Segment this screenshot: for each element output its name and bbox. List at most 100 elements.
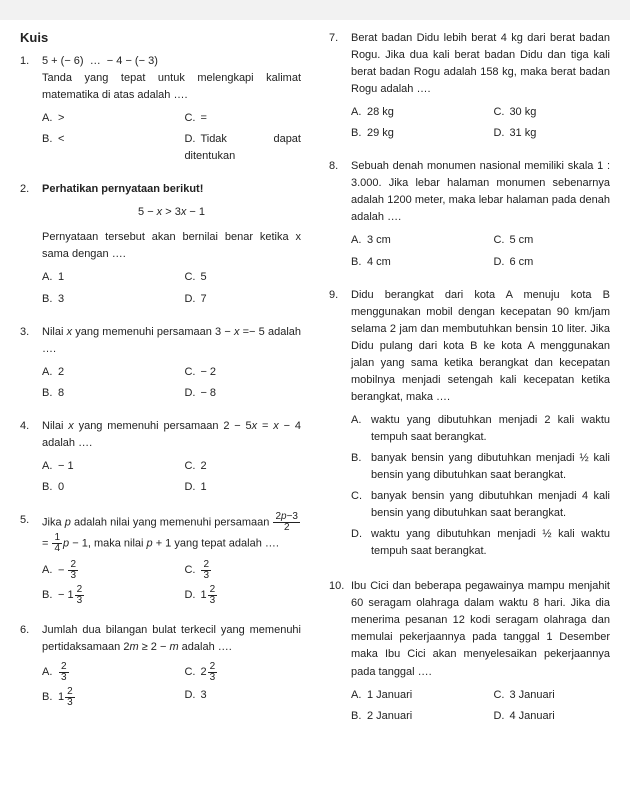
option: D.31 kg <box>493 125 610 142</box>
question-stem: Sebuah denah monumen nasional memiliki s… <box>351 158 610 226</box>
option: A.1 Januari <box>351 687 493 704</box>
question-body: Jumlah dua bilangan bulat terkecil yang … <box>42 622 301 710</box>
equation: 5 − x > 3x − 1 <box>42 204 301 221</box>
option: A.− 1 <box>42 458 184 475</box>
option: D.Tidak dapat ditentukan <box>184 131 301 165</box>
top-bar <box>0 0 630 20</box>
question-number: 1. <box>20 53 42 167</box>
question-number: 9. <box>329 287 351 565</box>
question-body: Berat badan Didu lebih berat 4 kg dari b… <box>351 30 610 144</box>
question-body: 5 + (− 6) … − 4 − (− 3)Tanda yang tepat … <box>42 53 301 167</box>
option-row: B.3D.7 <box>42 291 301 310</box>
question-body: Perhatikan pernyataan berikut! 5 − x > 3x… <box>42 181 301 309</box>
option: A.1 <box>42 269 184 286</box>
question-number: 10. <box>329 578 351 726</box>
option: A.28 kg <box>351 104 493 121</box>
option: C.5 <box>184 269 301 286</box>
option-row: A.− 1C.2 <box>42 458 301 477</box>
question: 2.Perhatikan pernyataan berikut! 5 − x > … <box>20 181 301 309</box>
option: C.2 <box>184 458 301 475</box>
option-list: A.waktu yang dibutuhkan menjadi 2 kali w… <box>351 412 610 560</box>
question-body: Nilai x yang memenuhi persamaan 2 − 5x =… <box>42 418 301 498</box>
option: D.7 <box>184 291 301 308</box>
option: A.− 23 <box>42 560 184 581</box>
question-number: 7. <box>329 30 351 144</box>
option-row: A.28 kgC.30 kg <box>351 104 610 123</box>
question-number: 4. <box>20 418 42 498</box>
option: B.− 123 <box>42 585 184 606</box>
question: 6.Jumlah dua bilangan bulat terkecil yan… <box>20 622 301 710</box>
right-column: 7.Berat badan Didu lebih berat 4 kg dari… <box>329 30 610 741</box>
option-row: A.2C.− 2 <box>42 364 301 383</box>
question-stem: Jumlah dua bilangan bulat terkecil yang … <box>42 622 301 656</box>
option-row: B.0D.1 <box>42 479 301 498</box>
question-stem: 5 + (− 6) … − 4 − (− 3)Tanda yang tepat … <box>42 53 301 104</box>
question-body: Didu berangkat dari kota A menuju kota B… <box>351 287 610 565</box>
question-body: Ibu Cici dan beberapa pegawainya mampu m… <box>351 578 610 726</box>
option-row: A.3 cmC.5 cm <box>351 232 610 251</box>
option-row: A.>C.= <box>42 110 301 129</box>
question-stem: Jika p adalah nilai yang memenuhi persam… <box>42 512 301 554</box>
question-stem: Pernyataan tersebut akan bernilai benar … <box>42 229 301 263</box>
question-body: Nilai x yang memenuhi persamaan 3 − x =−… <box>42 324 301 404</box>
left-column: Kuis 1.5 + (− 6) … − 4 − (− 3)Tanda yang… <box>20 30 301 741</box>
option: D.3 <box>184 687 301 708</box>
quiz-title: Kuis <box>20 30 301 45</box>
question-number: 5. <box>20 512 42 608</box>
option: A.2 <box>42 364 184 381</box>
option: B.< <box>42 131 184 165</box>
option: C.23 <box>184 560 301 581</box>
question: 7.Berat badan Didu lebih berat 4 kg dari… <box>329 30 610 144</box>
question-number: 8. <box>329 158 351 272</box>
option: A.23 <box>42 662 184 683</box>
question-number: 3. <box>20 324 42 404</box>
option: B.0 <box>42 479 184 496</box>
option: C.30 kg <box>493 104 610 121</box>
question-stem: Didu berangkat dari kota A menuju kota B… <box>351 287 610 406</box>
option: C.banyak bensin yang dibutuhkan menjadi … <box>351 488 610 522</box>
option: B.123 <box>42 687 184 708</box>
option: C.223 <box>184 662 301 683</box>
option-row: A.1 JanuariC.3 Januari <box>351 687 610 706</box>
option: D.waktu yang dibutuhkan menjadi ½ kali w… <box>351 526 610 560</box>
question-stem: Nilai x yang memenuhi persamaan 3 − x =−… <box>42 324 301 358</box>
option: D.123 <box>184 585 301 606</box>
question-stem: Berat badan Didu lebih berat 4 kg dari b… <box>351 30 610 98</box>
option: B.4 cm <box>351 254 493 271</box>
quiz-page: Kuis 1.5 + (− 6) … − 4 − (− 3)Tanda yang… <box>0 20 630 761</box>
question-number: 6. <box>20 622 42 710</box>
option: C.3 Januari <box>493 687 610 704</box>
question-stem: Ibu Cici dan beberapa pegawainya mampu m… <box>351 578 610 680</box>
option-row: B.− 123D.123 <box>42 585 301 608</box>
question-stem: Perhatikan pernyataan berikut! <box>42 181 301 198</box>
option: D.− 8 <box>184 385 301 402</box>
question: 4.Nilai x yang memenuhi persamaan 2 − 5x… <box>20 418 301 498</box>
option: C.− 2 <box>184 364 301 381</box>
question-body: Jika p adalah nilai yang memenuhi persam… <box>42 512 301 608</box>
option: C.= <box>184 110 301 127</box>
option-row: B.<D.Tidak dapat ditentukan <box>42 131 301 167</box>
question-number: 2. <box>20 181 42 309</box>
option: B.3 <box>42 291 184 308</box>
option: B.2 Januari <box>351 708 493 725</box>
option-row: B.8D.− 8 <box>42 385 301 404</box>
option: A.waktu yang dibutuhkan menjadi 2 kali w… <box>351 412 610 446</box>
option-row: B.29 kgD.31 kg <box>351 125 610 144</box>
option-row: B.2 JanuariD.4 Januari <box>351 708 610 727</box>
option: B.29 kg <box>351 125 493 142</box>
option: D.6 cm <box>493 254 610 271</box>
option: D.4 Januari <box>493 708 610 725</box>
option: B.banyak bensin yang dibutuhkan menjadi … <box>351 450 610 484</box>
option-row: A.− 23C.23 <box>42 560 301 583</box>
question: 5.Jika p adalah nilai yang memenuhi pers… <box>20 512 301 608</box>
option: B.8 <box>42 385 184 402</box>
question: 3.Nilai x yang memenuhi persamaan 3 − x … <box>20 324 301 404</box>
option: A.> <box>42 110 184 127</box>
question: 10.Ibu Cici dan beberapa pegawainya mamp… <box>329 578 610 726</box>
question: 1.5 + (− 6) … − 4 − (− 3)Tanda yang tepa… <box>20 53 301 167</box>
option-row: A.23C.223 <box>42 662 301 685</box>
question: 8.Sebuah denah monumen nasional memiliki… <box>329 158 610 272</box>
option: D.1 <box>184 479 301 496</box>
option: A.3 cm <box>351 232 493 249</box>
question-stem: Nilai x yang memenuhi persamaan 2 − 5x =… <box>42 418 301 452</box>
